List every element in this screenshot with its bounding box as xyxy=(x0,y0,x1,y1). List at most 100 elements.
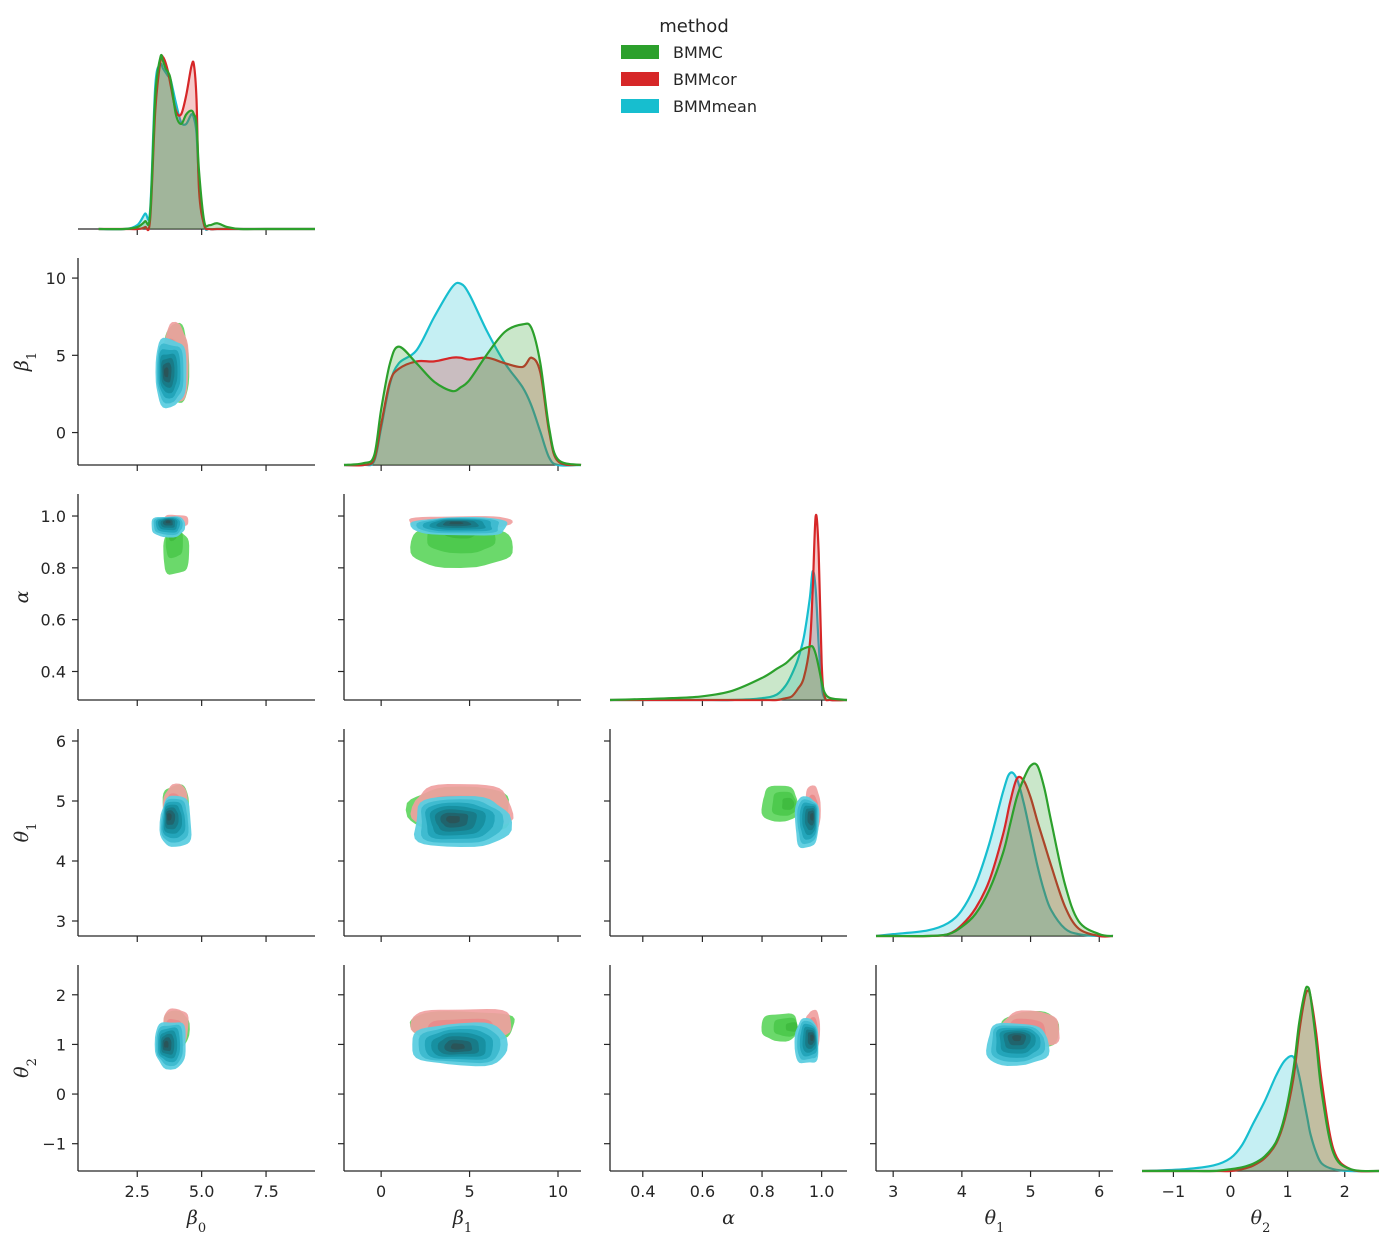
cell-alpha-theta1 xyxy=(604,729,847,942)
contour-beta1-alpha-bmmmean-level-6 xyxy=(449,521,464,525)
x-tick-label: 10 xyxy=(548,1182,568,1201)
x-axis-label-theta1: θ1 xyxy=(985,1207,1005,1236)
x-axis-label-beta1: β1 xyxy=(452,1207,472,1236)
legend-swatch-bmmmean xyxy=(621,99,659,113)
contour-theta1-theta2-bmmmean-level-6 xyxy=(1012,1035,1022,1042)
x-tick-label: 1.0 xyxy=(809,1182,834,1201)
kde-line-theta2-bmmc xyxy=(1142,985,1380,1173)
y-axis-label-alpha: α xyxy=(11,590,33,603)
legend-label-bmmc: BMMC xyxy=(673,43,723,62)
legend-title: method xyxy=(659,16,729,37)
y-tick-label: 1.0 xyxy=(41,507,66,526)
contour-beta0-theta1-bmmmean-level-6 xyxy=(167,813,172,821)
x-tick-label: 0.6 xyxy=(690,1182,715,1201)
axis-label-subscript: 1 xyxy=(996,1221,1004,1236)
kde-line-beta0-bmmcor xyxy=(98,54,315,232)
y-tick-label: 0.8 xyxy=(41,559,66,578)
x-tick-label: 7.5 xyxy=(253,1182,278,1201)
y-tick-label: 4 xyxy=(56,852,66,871)
legend-swatch-bmmc xyxy=(621,45,659,59)
x-tick-label: 2 xyxy=(1340,1182,1350,1201)
cell-theta1-theta2: 3 4 5 6 xyxy=(870,965,1113,1201)
y-axis-label-theta1: θ1 xyxy=(11,823,40,843)
x-tick-label: 0 xyxy=(1225,1182,1235,1201)
x-axis-label-theta2: θ2 xyxy=(1251,1207,1271,1236)
y-tick-label: 3 xyxy=(56,912,66,931)
y-axis-label-beta1: β1 xyxy=(11,352,40,372)
cell-beta0-theta2: 2.5 5.0 7.5 −1 0 1 2 xyxy=(42,965,315,1201)
kde-fill-theta1-bmmcor xyxy=(876,776,1113,937)
x-tick-label: 1 xyxy=(1283,1182,1293,1201)
legend: method BMMC BMMcor BMMmean xyxy=(621,16,757,116)
cell-alpha-theta2: 0.4 0.6 0.8 1.0 xyxy=(604,965,847,1201)
legend-label-bmmcor: BMMcor xyxy=(673,70,737,89)
x-tick-label: 0 xyxy=(376,1182,386,1201)
kde-fill-beta1-bmmc xyxy=(344,323,581,465)
y-tick-label: 6 xyxy=(56,732,66,751)
kde-line-alpha-bmmc xyxy=(609,644,848,702)
kde-fill-theta1-bmmmean xyxy=(876,772,1113,937)
x-axis-label-alpha: α xyxy=(722,1207,735,1229)
contour-alpha-theta2-bmmc-level-2 xyxy=(785,1022,798,1032)
kde-fill-beta0-bmmmean xyxy=(98,63,315,230)
kde-fill-theta2-bmmcor xyxy=(1142,990,1379,1172)
contour-alpha-theta2-bmmmean-level-6 xyxy=(810,1034,814,1041)
cell-beta0-theta1: 3 4 5 6 xyxy=(56,729,315,942)
contour-beta1-theta2-bmmmean-level-6 xyxy=(450,1043,465,1050)
contour-alpha-theta1-bmmmean-level-6 xyxy=(810,813,814,821)
x-tick-label: 5.0 xyxy=(189,1182,214,1201)
y-tick-label: 0.4 xyxy=(41,662,66,681)
axis-label-subscript: 0 xyxy=(198,1221,206,1236)
cell-beta0-alpha: 0.4 0.6 0.8 1.0 xyxy=(41,494,315,706)
x-tick-label: 5 xyxy=(1025,1182,1035,1201)
contour-alpha-theta1-bmmc-level-2 xyxy=(782,797,795,810)
axis-label-subscript: 1 xyxy=(25,823,40,831)
kde-line-theta2-bmmcor xyxy=(1142,989,1380,1173)
contour-beta0-alpha-bmmmean-level-6 xyxy=(165,520,171,524)
cell-beta0-beta1: 0 5 10 xyxy=(46,258,315,471)
contour-beta0-beta1-bmmmean-level-6 xyxy=(164,367,169,378)
x-tick-label: 3 xyxy=(888,1182,898,1201)
x-tick-label: −1 xyxy=(1162,1182,1186,1201)
kde-line-alpha-bmmcor xyxy=(610,513,848,702)
y-tick-label: 0.6 xyxy=(41,611,66,630)
axis-label-subscript: 1 xyxy=(464,1221,472,1236)
kde-line-theta2-bmmmean xyxy=(1141,1054,1380,1173)
y-tick-label: 0 xyxy=(56,1085,66,1104)
cell-beta1-beta1 xyxy=(344,464,581,471)
kde-line-beta0-bmmc xyxy=(98,53,315,231)
y-tick-label: 1 xyxy=(56,1035,66,1054)
axis-label-subscript: 2 xyxy=(1262,1221,1270,1236)
axis-label-subscript: 2 xyxy=(25,1058,40,1066)
legend-swatch-bmmcor xyxy=(621,72,659,86)
y-tick-label: 5 xyxy=(56,346,66,365)
kde-line-beta1-bmmcor xyxy=(343,356,582,467)
legend-label-bmmmean: BMMmean xyxy=(673,97,757,116)
x-tick-label: 2.5 xyxy=(125,1182,150,1201)
cell-beta1-theta1 xyxy=(338,729,581,942)
y-axis-label-theta2: θ2 xyxy=(11,1058,40,1078)
y-tick-label: 0 xyxy=(56,424,66,443)
kde-fill-alpha-bmmc xyxy=(610,646,847,700)
kde-fill-beta0-bmmcor xyxy=(98,55,315,231)
kde-fill-beta0-bmmc xyxy=(98,55,315,230)
x-axis-label-beta0: β0 xyxy=(186,1207,206,1236)
y-tick-label: 10 xyxy=(46,269,66,288)
y-tick-label: −1 xyxy=(42,1135,66,1154)
kde-line-theta1-bmmc xyxy=(876,762,1114,938)
kde-fill-theta2-bmmc xyxy=(1142,986,1379,1172)
cell-beta1-alpha xyxy=(338,494,581,706)
axis-label-subscript: 1 xyxy=(25,352,40,360)
x-tick-label: 0.8 xyxy=(749,1182,774,1201)
y-tick-label: 5 xyxy=(56,792,66,811)
kde-line-beta1-bmmc xyxy=(343,322,582,467)
kde-fill-theta2-bmmmean xyxy=(1142,1056,1379,1172)
y-tick-label: 2 xyxy=(56,986,66,1005)
contour-beta0-theta2-bmmmean-level-6 xyxy=(164,1040,169,1048)
kde-fill-beta1-bmmcor xyxy=(344,357,581,466)
kde-fill-beta1-bmmmean xyxy=(344,282,581,466)
cell-theta2-theta2: −1 0 1 2 xyxy=(1142,1170,1379,1201)
kde-fill-theta1-bmmc xyxy=(876,763,1113,937)
